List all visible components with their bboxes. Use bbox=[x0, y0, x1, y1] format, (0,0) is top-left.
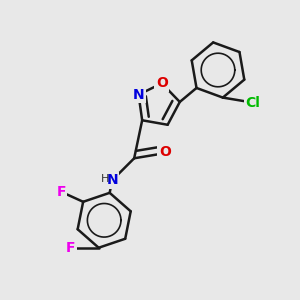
Text: F: F bbox=[56, 185, 66, 199]
Text: O: O bbox=[156, 76, 168, 90]
Text: Cl: Cl bbox=[245, 96, 260, 110]
Text: H: H bbox=[101, 174, 110, 184]
Text: O: O bbox=[158, 146, 170, 160]
Text: F: F bbox=[66, 241, 75, 255]
Text: O: O bbox=[159, 145, 171, 159]
Text: N: N bbox=[106, 173, 118, 187]
Text: N: N bbox=[133, 88, 144, 102]
